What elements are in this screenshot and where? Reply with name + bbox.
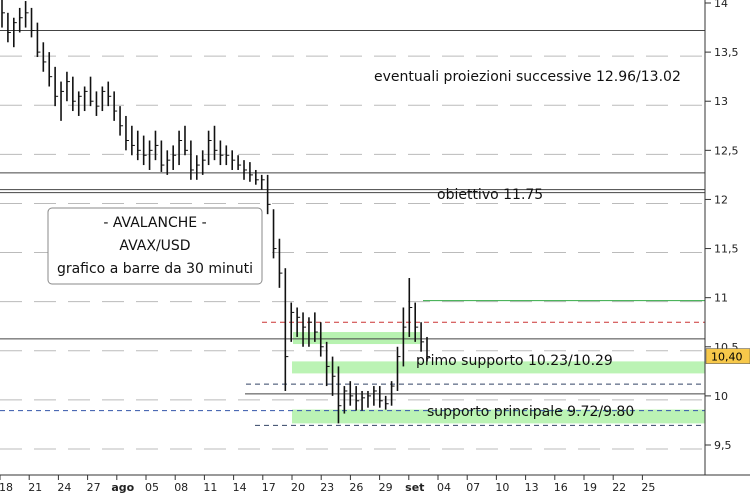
horizontal-levels [0, 30, 705, 426]
support-zone-upper [293, 332, 420, 345]
x-tick-label: 24 [57, 481, 71, 494]
info-box-symbol: AVAX/USD [119, 238, 190, 254]
last-price-label: 10,40 [711, 351, 743, 364]
main-support-annotation: supporto principale 9.72/9.80 [427, 404, 634, 420]
x-tick-label: 20 [291, 481, 305, 494]
x-tick-label: 08 [174, 481, 188, 494]
x-tick-label: 25 [641, 481, 655, 494]
x-tick-label: 21 [28, 481, 42, 494]
y-tick-label: 10 [714, 390, 728, 403]
last-price-tag: 10,40 [705, 348, 750, 364]
projection-annotation: eventuali proiezioni successive 12.96/13… [374, 69, 681, 85]
x-tick-label: 29 [379, 481, 393, 494]
x-tick-label: 05 [145, 481, 159, 494]
x-tick-label: 14 [233, 481, 247, 494]
first-support-annotation: primo supporto 10.23/10.29 [416, 353, 613, 369]
x-tick-label: 11 [203, 481, 217, 494]
info-box-title: - AVALANCHE - [103, 215, 206, 231]
dashed-gray-grid [0, 55, 705, 450]
y-tick-label: 11 [714, 292, 728, 305]
y-tick-label: 13,5 [714, 46, 739, 59]
x-tick-label: 23 [320, 481, 334, 494]
info-box-frame [47, 207, 263, 285]
x-tick-label: 07 [466, 481, 480, 494]
target-annotation: obiettivo 11.75 [437, 187, 543, 203]
x-tick-label: 04 [437, 481, 451, 494]
y-tick-label: 13 [714, 95, 728, 108]
info-box: - AVALANCHE - AVAX/USD grafico a barre d… [47, 207, 263, 285]
y-tick-label: 12 [714, 193, 728, 206]
x-tick-label: 18 [0, 481, 13, 494]
price-bars [1, 0, 430, 424]
x-tick-label: 16 [554, 481, 568, 494]
y-tick-label: 12,5 [714, 144, 739, 157]
x-tick-label: 13 [525, 481, 539, 494]
info-box-timeframe: grafico a barre da 30 minuti [57, 261, 253, 277]
last-price-tag-bg [705, 348, 750, 364]
support-zone [292, 361, 705, 374]
support-zone [292, 409, 705, 424]
x-tick-label: set [405, 481, 424, 494]
y-tick-label: 11,5 [714, 243, 739, 256]
x-tick-label: 27 [87, 481, 101, 494]
x-tick-label: 10 [495, 481, 509, 494]
x-axis-ticks: 18 21 24 27 ago 05 08 11 14 17 20 23 26 29 set 04 07 10 13… [0, 475, 655, 494]
x-tick-label: ago [111, 481, 134, 494]
y-tick-label: 9,5 [714, 439, 732, 452]
x-tick-label: 22 [612, 481, 626, 494]
support-zones [292, 332, 705, 424]
y-tick-label: 14 [714, 0, 728, 10]
x-tick-label: 26 [349, 481, 363, 494]
x-tick-label: 17 [262, 481, 276, 494]
x-tick-label: 19 [583, 481, 597, 494]
